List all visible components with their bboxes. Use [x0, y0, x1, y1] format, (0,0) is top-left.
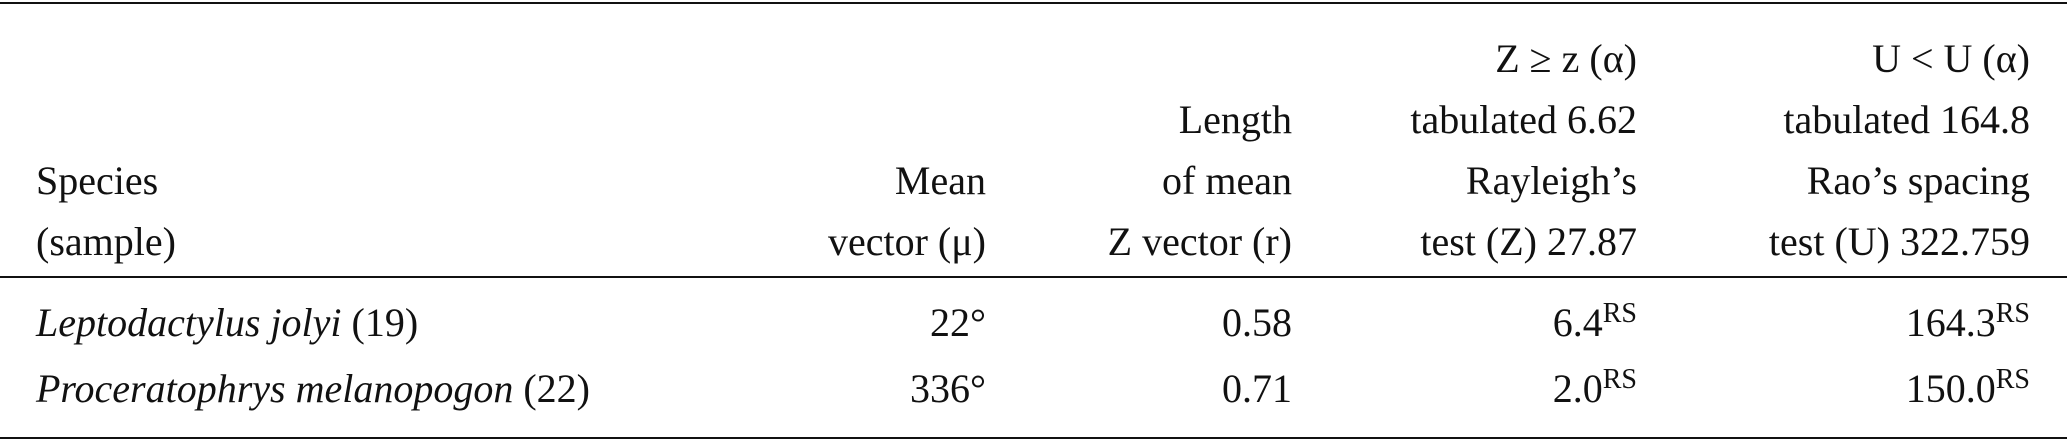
header-line: test (U) 322.759	[1768, 219, 2030, 264]
rayleigh-cell: 2.0RS	[1553, 364, 1637, 414]
header-line: test (Z) 27.87	[1420, 219, 1637, 264]
header-line: Mean	[894, 158, 986, 203]
rayleigh-value: 2.0	[1552, 366, 1603, 411]
header-line: Length	[1178, 97, 1292, 142]
header-line: of mean	[1162, 158, 1292, 203]
mid-rule	[0, 276, 2067, 278]
header-line: Species	[36, 158, 159, 203]
header-line: Rayleigh’s	[1465, 158, 1637, 203]
species-name: Leptodactylus jolyi	[36, 300, 342, 345]
header-line: U < U (α)	[1872, 36, 2030, 81]
header-line: (sample)	[36, 219, 176, 264]
header-cell: Length of mean Z vector (r)	[1108, 89, 1292, 272]
rao-cell: 150.0RS	[1906, 364, 2030, 414]
header-cell: Z ≥ z (α) tabulated 6.62 Rayleigh’s test (Z…	[1410, 28, 1637, 272]
header-line: Rao’s spacing	[1806, 158, 2030, 203]
mean-vector: 336°	[910, 366, 986, 411]
header-cell: U < U (α) tabulated 164.8 Rao’s spacing tes…	[1769, 28, 2030, 272]
rao-value: 164.3	[1905, 300, 1996, 345]
rao-value: 150.0	[1905, 366, 1996, 411]
vector-length: 0.58	[1222, 300, 1292, 345]
header-line: vector (μ)	[827, 219, 986, 264]
rao-cell: 164.3RS	[1906, 298, 2030, 348]
rayleigh-significance: RS	[1602, 298, 1637, 329]
mean-vector: 22°	[930, 300, 986, 345]
top-rule	[0, 2, 2067, 4]
rayleigh-significance: RS	[1602, 364, 1637, 395]
header-line: tabulated 6.62	[1410, 97, 1637, 142]
species-name: Proceratophrys melanopogon	[36, 366, 514, 411]
rayleigh-cell: 6.4RS	[1553, 298, 1637, 348]
bottom-rule	[0, 437, 2067, 439]
rao-significance: RS	[1995, 298, 2030, 329]
rao-significance: RS	[1995, 364, 2030, 395]
header-cell: Species (sample)	[36, 150, 176, 272]
vector-length: 0.71	[1222, 366, 1292, 411]
species-cell: Leptodactylus jolyi (19)	[36, 298, 418, 348]
sample-size: (19)	[351, 300, 419, 345]
header-line: tabulated 164.8	[1783, 97, 2030, 142]
rayleigh-value: 6.4	[1552, 300, 1603, 345]
header-cell: Mean vector (μ)	[828, 150, 986, 272]
species-cell: Proceratophrys melanopogon (22)	[36, 364, 590, 414]
sample-size: (22)	[523, 366, 590, 411]
header-line: Z ≥ z (α)	[1495, 36, 1637, 81]
header-line: Z vector (r)	[1107, 219, 1292, 264]
